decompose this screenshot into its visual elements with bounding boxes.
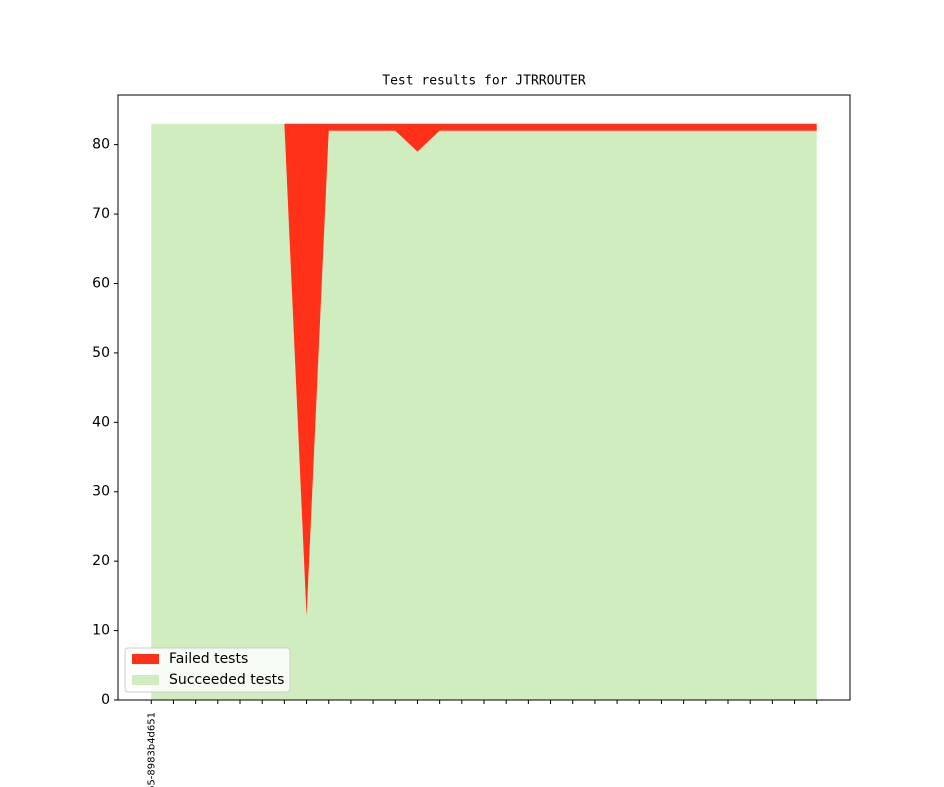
- legend-label: Failed tests: [169, 651, 248, 667]
- y-tick-label: 20: [92, 553, 110, 569]
- chart-title: Test results for JTRROUTER: [382, 74, 586, 89]
- x-tick-label: 65-8983b4d651: [146, 712, 157, 787]
- legend-label: Succeeded tests: [169, 672, 284, 688]
- y-tick-label: 10: [92, 623, 110, 639]
- y-tick-label: 50: [92, 345, 110, 361]
- y-tick-label: 60: [92, 275, 110, 291]
- area: [151, 123, 817, 617]
- y-tick-label: 0: [101, 692, 110, 708]
- y-tick-label: 40: [92, 414, 110, 430]
- legend-box: [124, 647, 291, 693]
- legend-swatch: [132, 675, 159, 685]
- y-tick-label: 30: [92, 484, 110, 500]
- area: [151, 123, 817, 701]
- legend-swatch: [132, 654, 159, 664]
- y-tick-label: 80: [92, 137, 110, 153]
- y-tick-label: 70: [92, 206, 110, 222]
